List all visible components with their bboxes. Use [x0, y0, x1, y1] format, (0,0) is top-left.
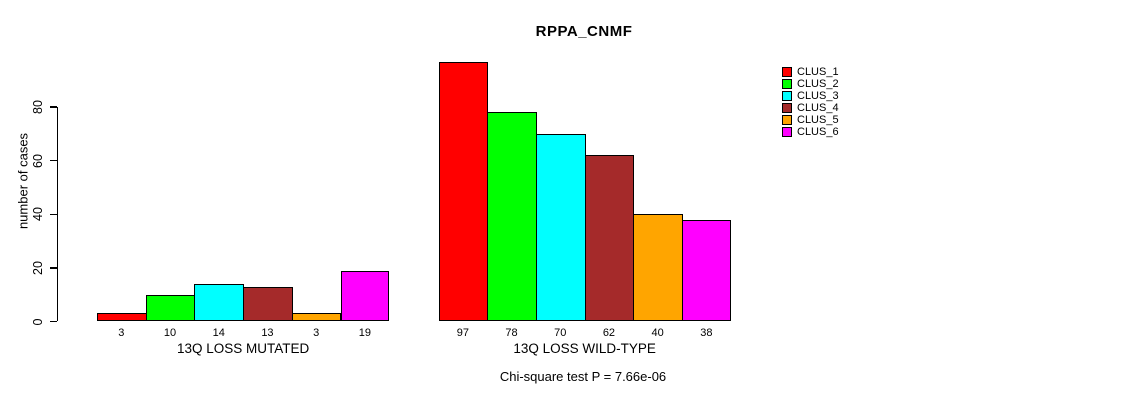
legend-item: CLUS_1	[782, 66, 839, 78]
chi-square-footnote: Chi-square test P = 7.66e-06	[499, 369, 667, 384]
bar-clus_5	[633, 214, 683, 322]
bar-clus_3	[535, 133, 586, 322]
bar-value-label: 38	[700, 327, 713, 339]
legend-swatch	[782, 79, 792, 89]
legend-swatch	[782, 67, 792, 77]
legend-swatch	[782, 91, 792, 101]
y-tick-label: 20	[31, 260, 45, 275]
legend-item: CLUS_5	[782, 114, 839, 126]
y-tick	[49, 213, 57, 216]
legend-item: CLUS_2	[782, 78, 839, 90]
bar-clus_6	[340, 270, 390, 322]
y-tick	[49, 267, 57, 269]
bar-value-label: 70	[554, 327, 567, 339]
bar-value-label: 62	[602, 327, 616, 339]
x-group-label: 13Q LOSS MUTATED	[176, 341, 310, 356]
chart-title: RPPA_CNMF	[535, 23, 633, 40]
bar-clus_4	[584, 155, 635, 322]
bar-clus_4	[243, 286, 293, 322]
y-tick	[49, 159, 57, 162]
bar-clus_3	[194, 283, 245, 322]
y-tick	[49, 106, 57, 108]
y-tick-label: 40	[31, 207, 45, 222]
legend-item: CLUS_4	[782, 102, 839, 114]
legend-swatch	[782, 115, 792, 125]
bar-clus_6	[682, 219, 731, 322]
x-group-label: 13Q LOSS WILD-TYPE	[513, 341, 656, 356]
legend-label: CLUS_3	[797, 90, 839, 102]
bar-clus_1	[97, 313, 147, 322]
y-tick	[49, 320, 57, 323]
bar-clus_2	[145, 294, 196, 322]
legend-label: CLUS_1	[797, 66, 839, 78]
legend-label: CLUS_6	[797, 126, 839, 138]
bar-clus_1	[438, 61, 489, 322]
legend-label: CLUS_4	[797, 102, 839, 114]
y-axis-line	[56, 107, 58, 322]
y-tick-label: 60	[31, 153, 45, 168]
bar-value-label: 40	[651, 327, 664, 339]
bar-value-label: 97	[456, 327, 469, 339]
bar-value-label: 10	[163, 327, 177, 339]
y-axis-title: number of cases	[15, 132, 31, 230]
y-tick-label: 80	[31, 100, 45, 115]
legend-item: CLUS_3	[782, 90, 839, 102]
bar-value-label: 3	[313, 327, 320, 339]
bar-clus_5	[291, 313, 342, 322]
bar-value-label: 14	[212, 327, 225, 339]
y-tick-label: 0	[31, 318, 45, 325]
bar-value-label: 78	[505, 327, 518, 339]
legend-item: CLUS_6	[782, 126, 839, 138]
legend: CLUS_1 CLUS_2 CLUS_3 CLUS_4 CLUS_5 CLUS_6	[782, 66, 839, 138]
bar-value-label: 19	[358, 327, 371, 339]
bar-value-label: 13	[261, 327, 274, 339]
legend-label: CLUS_5	[797, 114, 839, 126]
bar-value-label: 3	[118, 327, 125, 339]
legend-label: CLUS_2	[797, 78, 839, 90]
bar-clus_2	[487, 112, 537, 322]
legend-swatch	[782, 103, 792, 113]
legend-swatch	[782, 127, 792, 137]
